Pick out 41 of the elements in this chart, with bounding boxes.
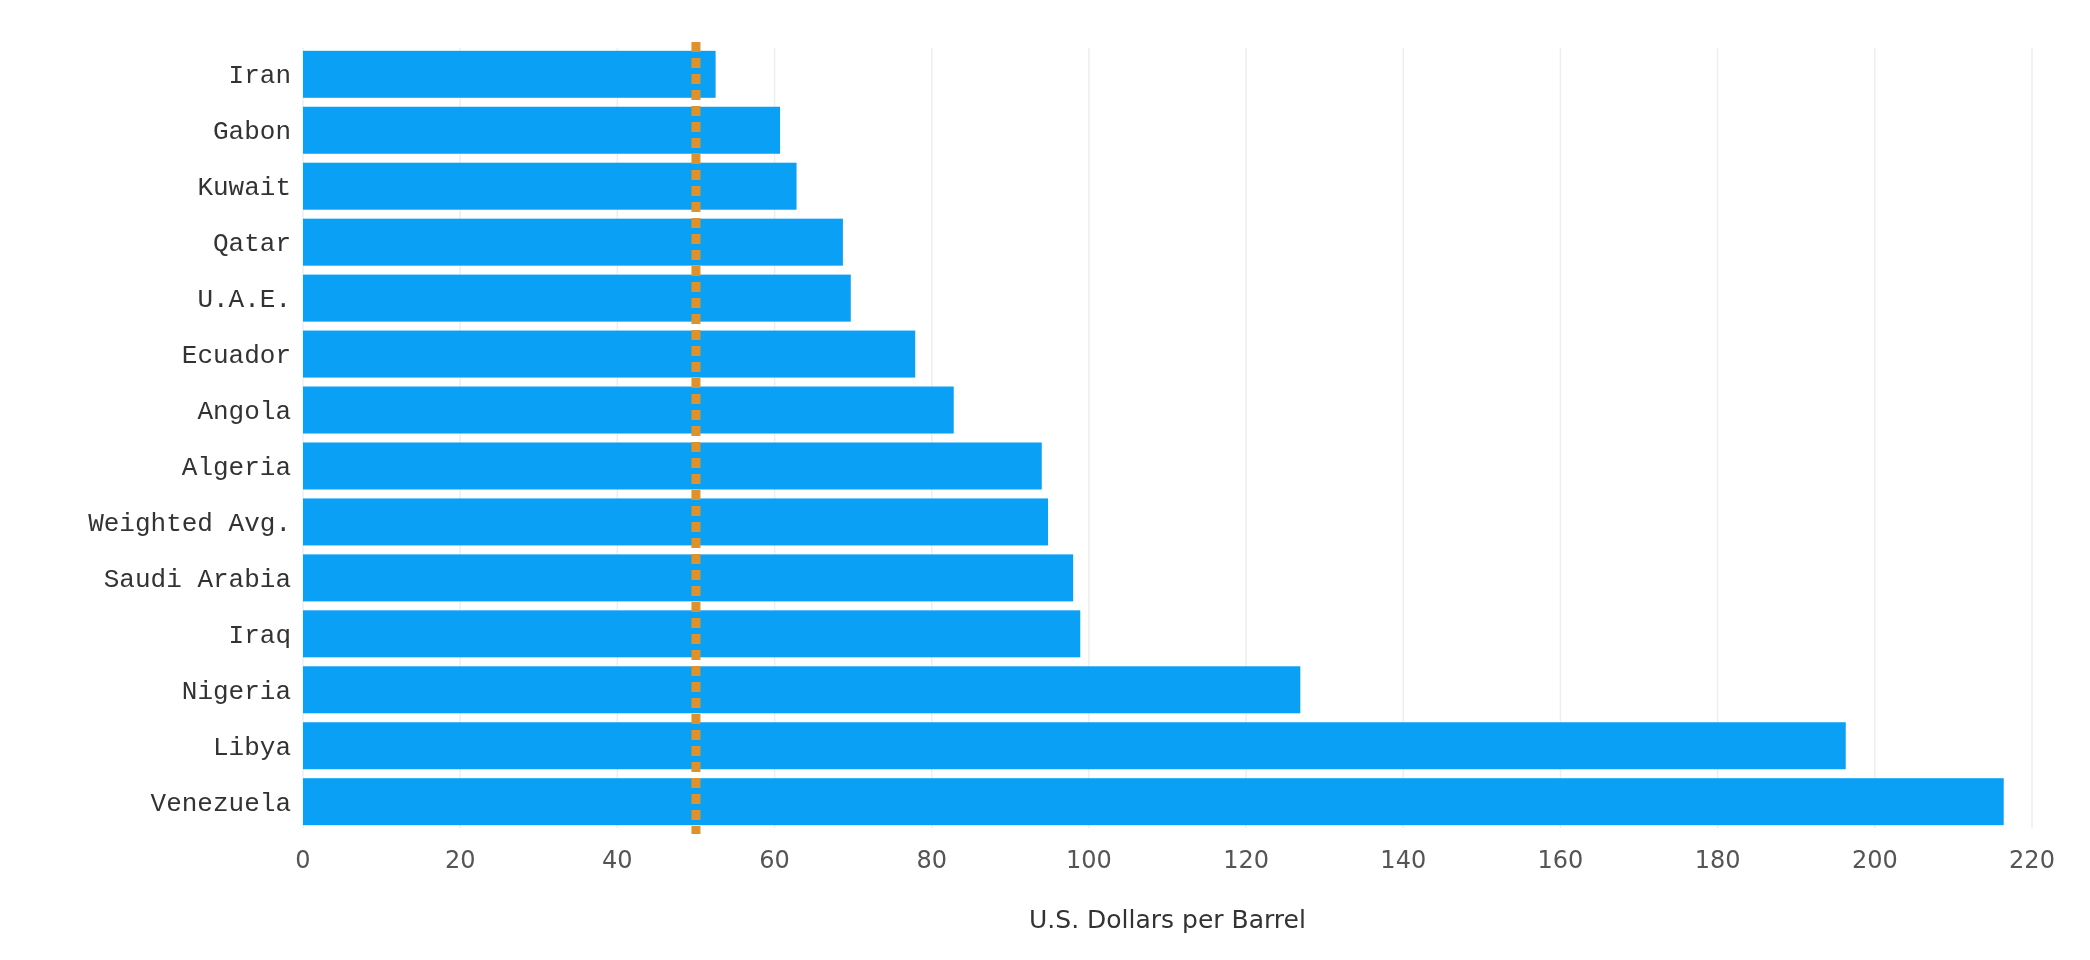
bar bbox=[303, 666, 1301, 714]
y-tick-label: Ecuador bbox=[181, 341, 291, 372]
bar bbox=[303, 106, 781, 154]
x-tick-label: 60 bbox=[759, 846, 790, 874]
bar bbox=[303, 778, 2004, 826]
x-tick-label: 180 bbox=[1694, 846, 1741, 874]
bar bbox=[303, 554, 1074, 602]
x-axis-title: U.S. Dollars per Barrel bbox=[1029, 905, 1306, 934]
y-tick-label: Saudi Arabia bbox=[103, 564, 291, 595]
x-tick-label: 140 bbox=[1380, 846, 1427, 874]
y-tick-label: Libya bbox=[212, 732, 291, 763]
y-tick-label: Weighted Avg. bbox=[88, 509, 291, 540]
y-tick-label: Kuwait bbox=[197, 173, 291, 204]
bar bbox=[303, 50, 716, 98]
y-tick-label: Iraq bbox=[228, 620, 291, 651]
y-tick-label: Algeria bbox=[181, 453, 291, 484]
bar bbox=[303, 442, 1042, 490]
x-tick-label: 20 bbox=[444, 846, 476, 874]
bar bbox=[303, 162, 797, 210]
y-tick-label: Nigeria bbox=[181, 676, 291, 707]
y-tick-label: U.A.E. bbox=[197, 285, 291, 316]
x-tick-label: 160 bbox=[1537, 846, 1584, 874]
bar bbox=[303, 218, 843, 266]
bar bbox=[303, 498, 1049, 546]
x-tick-label: 100 bbox=[1066, 846, 1112, 874]
y-tick-label: Gabon bbox=[212, 117, 291, 148]
bar bbox=[303, 722, 1846, 770]
y-tick-label: Qatar bbox=[212, 229, 291, 260]
x-tick-label: 200 bbox=[1851, 846, 1898, 874]
bar bbox=[303, 610, 1081, 658]
x-tick-label: 40 bbox=[602, 846, 633, 874]
x-tick-label: 220 bbox=[2009, 846, 2055, 874]
x-tick-label: 80 bbox=[916, 846, 947, 874]
bar bbox=[303, 330, 916, 378]
y-tick-label: Angola bbox=[197, 397, 291, 428]
bar bbox=[303, 386, 954, 434]
y-tick-label: Iran bbox=[228, 61, 291, 92]
y-tick-label: Venezuela bbox=[150, 788, 291, 819]
x-tick-label: 120 bbox=[1223, 846, 1269, 874]
bar bbox=[303, 274, 851, 322]
x-tick-label: 0 bbox=[295, 846, 311, 874]
